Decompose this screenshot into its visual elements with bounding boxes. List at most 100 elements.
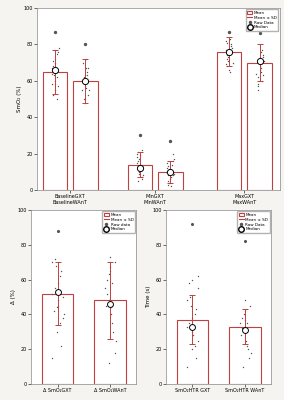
Point xyxy=(189,302,193,309)
Point xyxy=(49,81,54,88)
Point xyxy=(228,36,232,42)
Bar xyxy=(94,300,126,384)
Point xyxy=(168,169,173,175)
Point xyxy=(185,363,189,370)
Point xyxy=(139,147,144,153)
Point xyxy=(224,61,228,68)
Point xyxy=(243,327,247,333)
Point xyxy=(245,320,250,326)
Point xyxy=(190,315,195,321)
Point xyxy=(61,311,66,318)
Point xyxy=(224,38,228,44)
Point xyxy=(257,67,262,73)
Point xyxy=(52,60,57,66)
Legend: Mean, Mean ± SD, Raw Data, Median: Mean, Mean ± SD, Raw Data, Median xyxy=(237,211,270,233)
Point xyxy=(134,150,139,157)
Point xyxy=(140,176,144,182)
Point xyxy=(190,323,195,330)
Point xyxy=(257,30,262,37)
Point xyxy=(135,148,140,155)
Point xyxy=(55,83,60,90)
Y-axis label: Time (s): Time (s) xyxy=(146,286,151,308)
Point xyxy=(225,52,229,58)
Point xyxy=(56,48,61,55)
Point xyxy=(239,332,243,338)
Point xyxy=(256,87,260,93)
Point xyxy=(254,70,258,77)
Point xyxy=(86,92,91,98)
Point xyxy=(242,323,247,330)
Point xyxy=(52,72,57,78)
Point xyxy=(50,355,55,361)
Point xyxy=(247,302,252,309)
Point xyxy=(85,68,89,75)
Point xyxy=(108,264,112,271)
Point xyxy=(50,259,54,266)
Point xyxy=(166,180,171,186)
Point xyxy=(86,65,91,71)
Point xyxy=(53,87,58,93)
Point xyxy=(83,72,88,78)
Point xyxy=(185,297,189,304)
Bar xyxy=(217,52,241,190)
Point xyxy=(52,308,56,314)
Bar xyxy=(247,63,272,190)
Point xyxy=(54,262,58,269)
Point xyxy=(109,320,114,326)
Point xyxy=(61,294,65,300)
Point xyxy=(172,156,177,162)
Point xyxy=(248,350,253,356)
Point xyxy=(194,306,199,312)
Point xyxy=(168,183,173,190)
Point xyxy=(110,329,115,335)
Bar xyxy=(128,164,152,190)
Point xyxy=(51,92,55,98)
Point xyxy=(189,346,194,352)
Point xyxy=(256,83,260,90)
Point xyxy=(196,337,201,344)
Bar xyxy=(229,326,261,384)
Point xyxy=(84,85,88,91)
Point xyxy=(223,47,228,53)
Point xyxy=(243,316,247,323)
Point xyxy=(113,337,118,344)
Point xyxy=(237,320,242,326)
Point xyxy=(226,67,231,73)
Point xyxy=(247,355,252,361)
Point xyxy=(187,294,192,300)
Point xyxy=(243,308,247,314)
Point xyxy=(106,360,111,366)
Point xyxy=(225,56,229,62)
Point xyxy=(255,74,260,80)
Point xyxy=(228,68,233,75)
Point xyxy=(245,346,250,352)
Point xyxy=(108,301,112,307)
Point xyxy=(112,350,117,356)
Point xyxy=(83,56,88,62)
Point xyxy=(260,54,265,60)
Point xyxy=(230,45,234,51)
Point xyxy=(56,302,60,309)
Point xyxy=(165,178,170,184)
Point xyxy=(227,48,231,55)
Point xyxy=(226,58,230,64)
Point xyxy=(260,60,264,66)
Point xyxy=(112,259,117,266)
Point xyxy=(240,325,244,332)
Point xyxy=(87,87,91,93)
Point xyxy=(105,276,110,283)
Point xyxy=(83,78,88,84)
Point xyxy=(193,342,197,349)
Point xyxy=(168,138,173,144)
Point xyxy=(187,280,191,286)
Point xyxy=(170,161,174,168)
Point xyxy=(80,87,84,93)
Point xyxy=(54,96,59,102)
Point xyxy=(52,285,57,292)
Point xyxy=(139,174,144,180)
Point xyxy=(138,152,142,159)
Point xyxy=(81,74,86,80)
Point xyxy=(191,332,195,338)
Point xyxy=(194,355,198,361)
Point xyxy=(171,150,175,157)
